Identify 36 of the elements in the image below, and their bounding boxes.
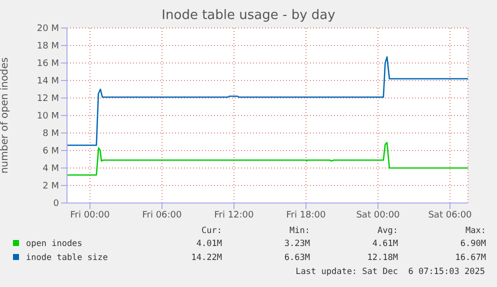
x-tick-label: Fri 06:00 [142, 210, 182, 220]
x-tick-label: Sat 00:00 [356, 210, 400, 220]
y-tick-label: 0 [53, 199, 60, 210]
y-tick-label: 6 M [42, 146, 59, 157]
y-tick-label: 18 M [36, 42, 59, 52]
y-tick-label: 14 M [36, 76, 59, 87]
text: 6.90M [459, 238, 486, 251]
text: 4.01M [195, 238, 222, 251]
y-tick-label: 10 M [36, 112, 59, 122]
y-tick-label: 8 M [42, 129, 59, 140]
y-tick-label: 4 M [42, 164, 59, 174]
line-series [67, 142, 468, 176]
y-tick-label: 20 M [36, 24, 59, 34]
text: 6.63M [283, 252, 310, 265]
text: Cur: [200, 225, 222, 237]
legend-label: inode table size [25, 252, 109, 265]
text: 12.18M [366, 252, 398, 265]
x-tick-label: Fri 12:00 [214, 210, 254, 220]
text: Last update: Sat Dec 6 07:15:03 2025 [294, 266, 486, 279]
y-axis-title: number of open inodes [0, 57, 11, 174]
x-tick-label: Fri 18:00 [286, 210, 326, 220]
y-tick-label: 12 M [36, 94, 59, 104]
text: 3.23M [283, 238, 310, 251]
text: 4.61M [371, 238, 398, 251]
chart-title: Inode table usage - by day [160, 8, 336, 23]
legend-label: open inodes [25, 238, 84, 251]
text: 14.22M [190, 252, 222, 265]
text: Max: [464, 225, 486, 237]
y-tick-label: 2 M [42, 182, 59, 192]
line-series [67, 56, 468, 146]
x-tick-label: Sat 06:00 [428, 210, 472, 220]
text: Min: [288, 225, 310, 237]
text: Avg: [376, 225, 398, 237]
text: 16.67M [454, 252, 486, 265]
y-tick-label: 16 M [36, 59, 59, 70]
x-tick-label: Fri 00:00 [70, 210, 110, 220]
